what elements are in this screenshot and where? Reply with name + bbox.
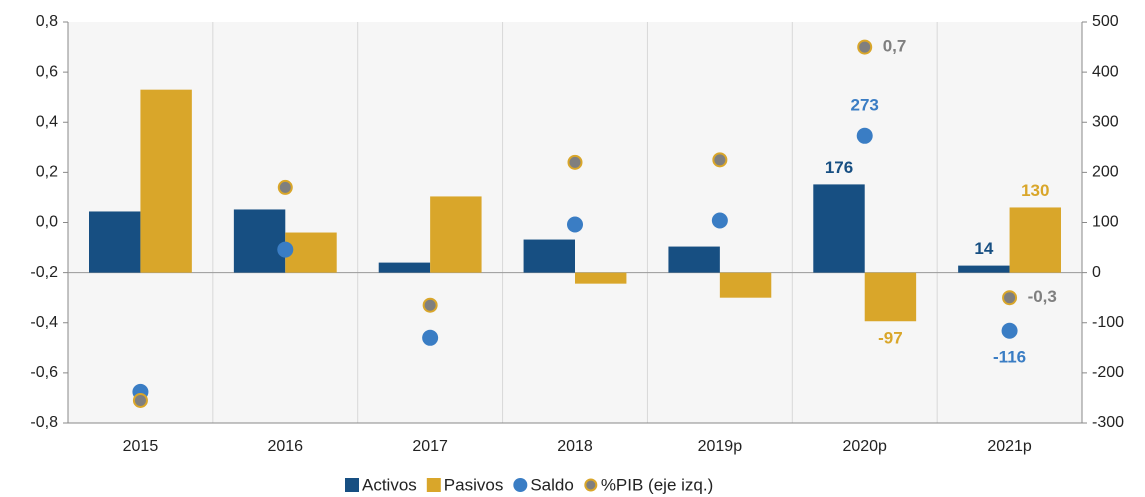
legend-label: %PIB (eje izq.): [601, 475, 713, 494]
data-label: 273: [851, 95, 879, 114]
marker: [422, 297, 438, 313]
bar: [140, 89, 192, 273]
legend-label: Activos: [362, 475, 417, 494]
marker: [1001, 322, 1018, 339]
data-label: 130: [1021, 181, 1049, 200]
marker: [711, 212, 728, 229]
marker: [1002, 290, 1018, 306]
bar: [378, 262, 431, 273]
marker: [712, 152, 728, 168]
y-tick-label: 0,4: [36, 113, 58, 130]
data-label: 176: [825, 158, 853, 177]
marker: [277, 179, 293, 195]
legend-label: Pasivos: [444, 475, 504, 494]
bar: [813, 184, 865, 273]
legend-swatch: [345, 478, 359, 492]
data-label: -0,3: [1028, 287, 1057, 306]
bar: [523, 239, 575, 273]
marker: [857, 39, 873, 55]
y-tick-label: -0,4: [30, 314, 58, 331]
x-tick-label: 2017: [412, 438, 448, 455]
legend-swatch: [426, 478, 441, 492]
bar: [719, 272, 772, 298]
bar: [233, 209, 286, 273]
bar: [1009, 207, 1061, 273]
y2-tick-label: -100: [1092, 314, 1124, 331]
bar: [864, 272, 917, 322]
bar: [89, 211, 141, 273]
bar: [430, 196, 482, 273]
marker: [132, 392, 148, 408]
y2-tick-label: 100: [1092, 214, 1119, 231]
marker: [856, 127, 873, 144]
data-label: -97: [878, 329, 903, 348]
y-tick-label: -0,8: [30, 414, 58, 431]
marker: [422, 329, 439, 346]
legend-swatch: [584, 478, 598, 492]
y-tick-label: 0,0: [36, 214, 58, 231]
data-label: 0,7: [883, 37, 907, 56]
y2-tick-label: 300: [1092, 113, 1119, 130]
x-tick-label: 2019p: [698, 438, 743, 455]
y2-tick-label: -200: [1092, 364, 1124, 381]
x-tick-label: 2016: [267, 438, 303, 455]
x-tick-label: 2020p: [842, 438, 887, 455]
y2-tick-label: 200: [1092, 164, 1119, 181]
bar: [285, 232, 337, 273]
y2-tick-label: 500: [1092, 13, 1119, 30]
y-tick-label: 0,6: [36, 63, 58, 80]
bar: [958, 265, 1010, 273]
data-label: -116: [993, 347, 1026, 366]
y-tick-label: -0,2: [30, 264, 58, 281]
x-tick-label: 2021p: [987, 438, 1032, 455]
y2-tick-label: 400: [1092, 63, 1119, 80]
x-tick-label: 2018: [557, 438, 593, 455]
y-tick-label: 0,8: [36, 13, 58, 30]
marker: [567, 216, 583, 233]
legend-swatch: [513, 478, 528, 492]
x-tick-label: 2015: [123, 438, 159, 455]
bar: [575, 272, 627, 284]
bar: [668, 246, 720, 273]
y2-tick-label: 0: [1092, 264, 1101, 281]
legend-label: Saldo: [530, 475, 573, 494]
data-label: 14: [974, 239, 993, 258]
marker: [567, 154, 583, 170]
marker: [277, 241, 294, 258]
y-tick-label: 0,2: [36, 164, 58, 181]
y2-tick-label: -300: [1092, 414, 1124, 431]
y-tick-label: -0,6: [30, 364, 58, 381]
